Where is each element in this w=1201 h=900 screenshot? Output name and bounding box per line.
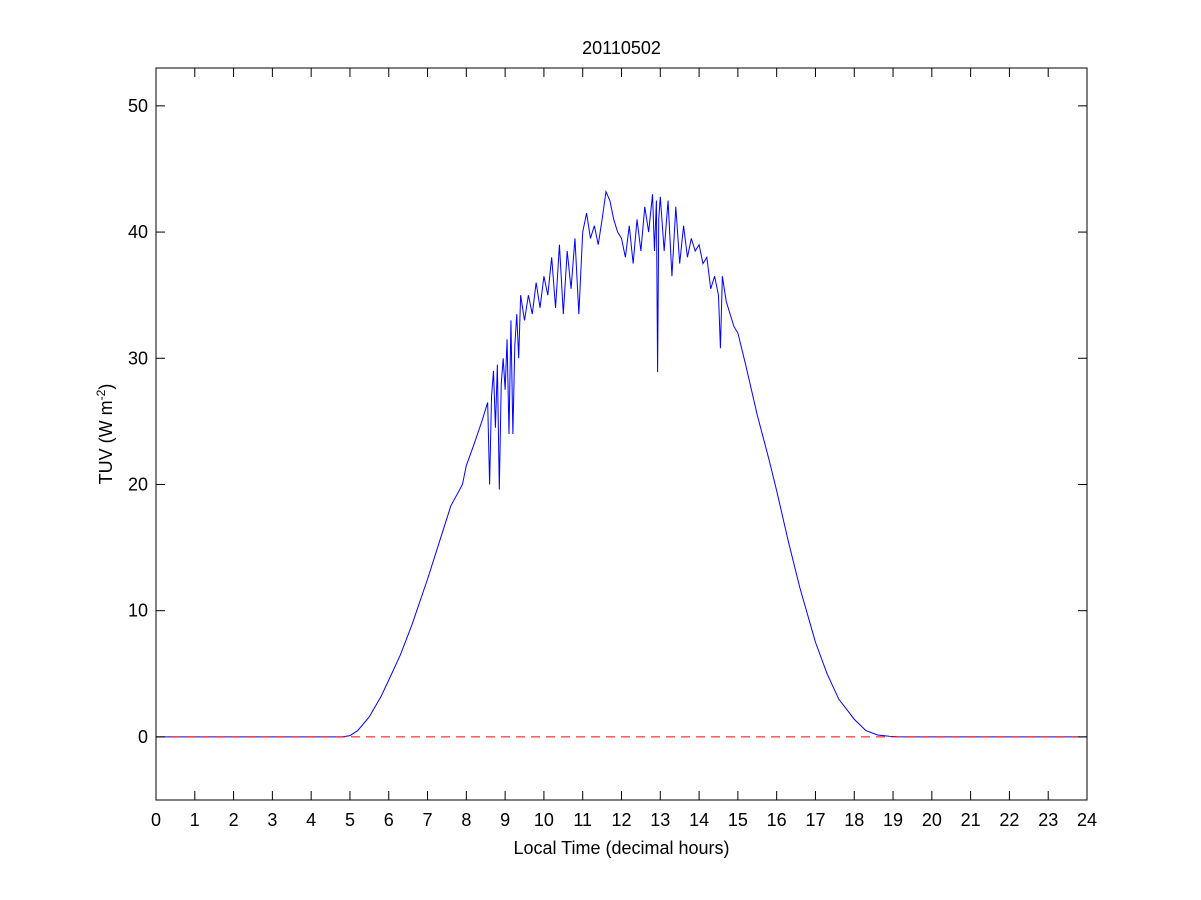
x-tick-label: 19 xyxy=(883,810,903,830)
y-tick-label: 50 xyxy=(128,96,148,116)
x-tick-label: 13 xyxy=(650,810,670,830)
x-tick-label: 4 xyxy=(306,810,316,830)
x-tick-label: 21 xyxy=(961,810,981,830)
x-tick-label: 6 xyxy=(384,810,394,830)
x-tick-label: 11 xyxy=(573,810,592,830)
x-tick-label: 5 xyxy=(345,810,355,830)
y-axis-label-close: ) xyxy=(96,384,116,390)
x-tick-label: 8 xyxy=(461,810,471,830)
y-tick-label: 30 xyxy=(128,348,148,368)
x-tick-label: 17 xyxy=(805,810,825,830)
y-tick-label: 20 xyxy=(128,474,148,494)
x-axis-label: Local Time (decimal hours) xyxy=(513,838,729,858)
y-tick-label: 0 xyxy=(138,727,148,747)
x-tick-label: 20 xyxy=(922,810,942,830)
x-tick-label: 10 xyxy=(534,810,554,830)
x-tick-label: 2 xyxy=(229,810,239,830)
x-tick-label: 22 xyxy=(999,810,1019,830)
y-tick-label: 10 xyxy=(128,601,148,621)
x-tick-label: 1 xyxy=(190,810,200,830)
x-tick-label: 0 xyxy=(151,810,161,830)
y-tick-label: 40 xyxy=(128,222,148,242)
y-axis-label-base: TUV (W m xyxy=(96,400,116,484)
x-tick-label: 16 xyxy=(767,810,787,830)
x-tick-label: 12 xyxy=(611,810,631,830)
x-tick-label: 18 xyxy=(844,810,864,830)
y-axis-label-superscript: -2 xyxy=(94,389,108,400)
tick-labels: 0 1 2 3 4 5 6 7 8 9 10 11 12 13 14 15 16 17 18 19 20 21 22 23 24… xyxy=(128,96,1097,830)
x-tick-label: 3 xyxy=(267,810,277,830)
x-tick-label: 15 xyxy=(728,810,748,830)
x-tick-label: 7 xyxy=(423,810,433,830)
y-axis-label: TUV (W m-2) xyxy=(94,384,116,485)
x-tick-label: 9 xyxy=(500,810,510,830)
x-tick-label: 23 xyxy=(1038,810,1058,830)
chart-title: 20110502 xyxy=(582,38,661,58)
x-tick-label: 14 xyxy=(689,810,709,830)
x-tick-label: 24 xyxy=(1077,810,1097,830)
series-lines xyxy=(156,189,1087,738)
tuv-series-line xyxy=(156,189,1087,738)
axis-ticks xyxy=(155,68,1088,800)
